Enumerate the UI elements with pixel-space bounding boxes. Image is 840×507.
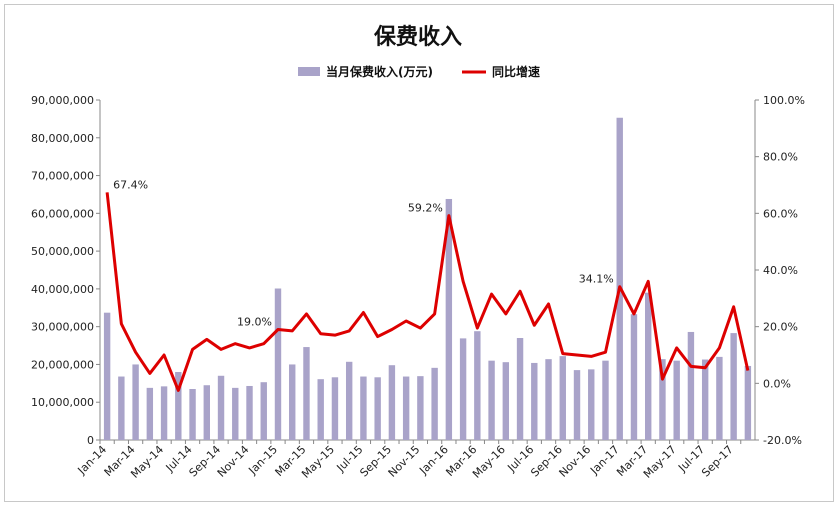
bar-series xyxy=(103,117,752,440)
bar xyxy=(588,369,595,440)
bar xyxy=(673,360,680,440)
legend-bar-label: 当月保费收入(万元) xyxy=(326,64,433,79)
bar xyxy=(160,386,168,440)
bar xyxy=(445,198,453,440)
y-right-tick-label: 20.0% xyxy=(763,321,798,334)
data-label: 19.0% xyxy=(237,316,272,329)
y-right-tick-label: 80.0% xyxy=(763,151,798,164)
y-left-tick-label: 80,000,000 xyxy=(31,132,94,145)
bar xyxy=(716,356,723,440)
y-left-tick-label: 30,000,000 xyxy=(31,321,94,334)
bar xyxy=(488,360,495,440)
growth-line xyxy=(105,192,750,392)
bar xyxy=(402,376,410,440)
bar xyxy=(217,375,225,440)
y-left-tick-label: 90,000,000 xyxy=(31,94,94,107)
y-right-tick-label: -20.0% xyxy=(763,434,802,447)
y-left-tick-label: 40,000,000 xyxy=(31,283,94,296)
legend: 当月保费收入(万元) 同比增速 xyxy=(298,64,540,79)
x-tick-label: Nov-16 xyxy=(557,443,594,480)
bar xyxy=(687,331,695,440)
bar xyxy=(132,364,139,440)
bar xyxy=(331,377,339,440)
bar xyxy=(289,364,296,440)
bar xyxy=(374,377,381,440)
x-tick-label: Nov-14 xyxy=(215,443,252,480)
data-label: 34.1% xyxy=(579,273,614,286)
bar xyxy=(345,361,353,440)
bar xyxy=(559,356,566,440)
bar xyxy=(701,359,709,440)
bar xyxy=(246,385,253,440)
bar xyxy=(303,347,310,440)
y-right-tick-label: 60.0% xyxy=(763,207,798,220)
bar xyxy=(189,389,196,440)
data-label: 67.4% xyxy=(113,178,148,191)
bar xyxy=(744,365,752,440)
bar xyxy=(545,359,552,440)
bar xyxy=(474,331,481,440)
bar xyxy=(388,365,396,440)
y-left-tick-label: 0 xyxy=(87,434,94,447)
y-left-tick-label: 60,000,000 xyxy=(31,207,94,220)
y-right-tick-label: 0.0% xyxy=(763,377,791,390)
y-right-tick-label: 100.0% xyxy=(763,94,805,107)
bar xyxy=(459,338,467,440)
y-left-tick-label: 70,000,000 xyxy=(31,170,94,183)
bar xyxy=(103,312,111,440)
x-tick-label: Nov-15 xyxy=(386,443,423,480)
bar xyxy=(146,387,154,440)
bar xyxy=(531,362,538,440)
bar xyxy=(602,360,609,440)
bar xyxy=(203,385,210,440)
bar xyxy=(175,372,182,440)
bar xyxy=(573,370,581,440)
bar xyxy=(431,367,438,440)
y-left-tick-label: 50,000,000 xyxy=(31,245,94,258)
chart-title: 保费收入 xyxy=(373,24,462,50)
line-series xyxy=(105,192,750,392)
y-left-tick-label: 20,000,000 xyxy=(31,358,94,371)
bar xyxy=(516,338,524,440)
y-right-tick-label: 40.0% xyxy=(763,264,798,277)
annotations: 67.4% 19.0% 59.2% 34.1% xyxy=(113,178,614,328)
bar xyxy=(232,387,239,440)
bar xyxy=(317,379,324,440)
bar xyxy=(616,117,623,440)
bar xyxy=(730,333,737,440)
bar xyxy=(645,292,652,440)
bar xyxy=(360,376,367,440)
bar xyxy=(417,376,424,440)
bar xyxy=(118,376,125,440)
y-left-tick-label: 10,000,000 xyxy=(31,396,94,409)
legend-line-label: 同比增速 xyxy=(492,64,540,79)
bar xyxy=(274,288,282,440)
bar xyxy=(260,382,267,440)
bar xyxy=(659,359,666,440)
bar xyxy=(630,314,638,440)
bar xyxy=(502,362,510,440)
x-tick-label: Sep-17 xyxy=(699,443,736,480)
legend-bar-swatch xyxy=(298,67,320,76)
data-label: 59.2% xyxy=(408,202,443,215)
